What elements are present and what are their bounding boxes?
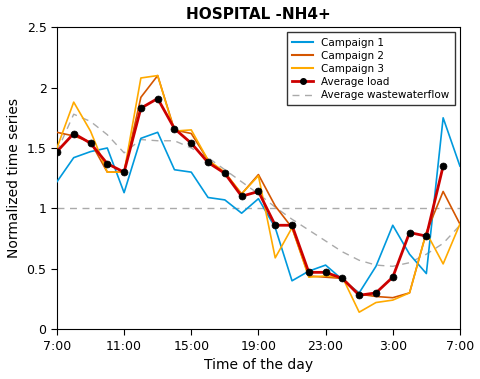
- Title: HOSPITAL -NH4+: HOSPITAL -NH4+: [186, 7, 330, 22]
- X-axis label: Time of the day: Time of the day: [204, 358, 312, 372]
- Legend: Campaign 1, Campaign 2, Campaign 3, Average load, Average wastewaterflow: Campaign 1, Campaign 2, Campaign 3, Aver…: [286, 33, 454, 105]
- Y-axis label: Normalized time series: Normalized time series: [7, 98, 21, 258]
